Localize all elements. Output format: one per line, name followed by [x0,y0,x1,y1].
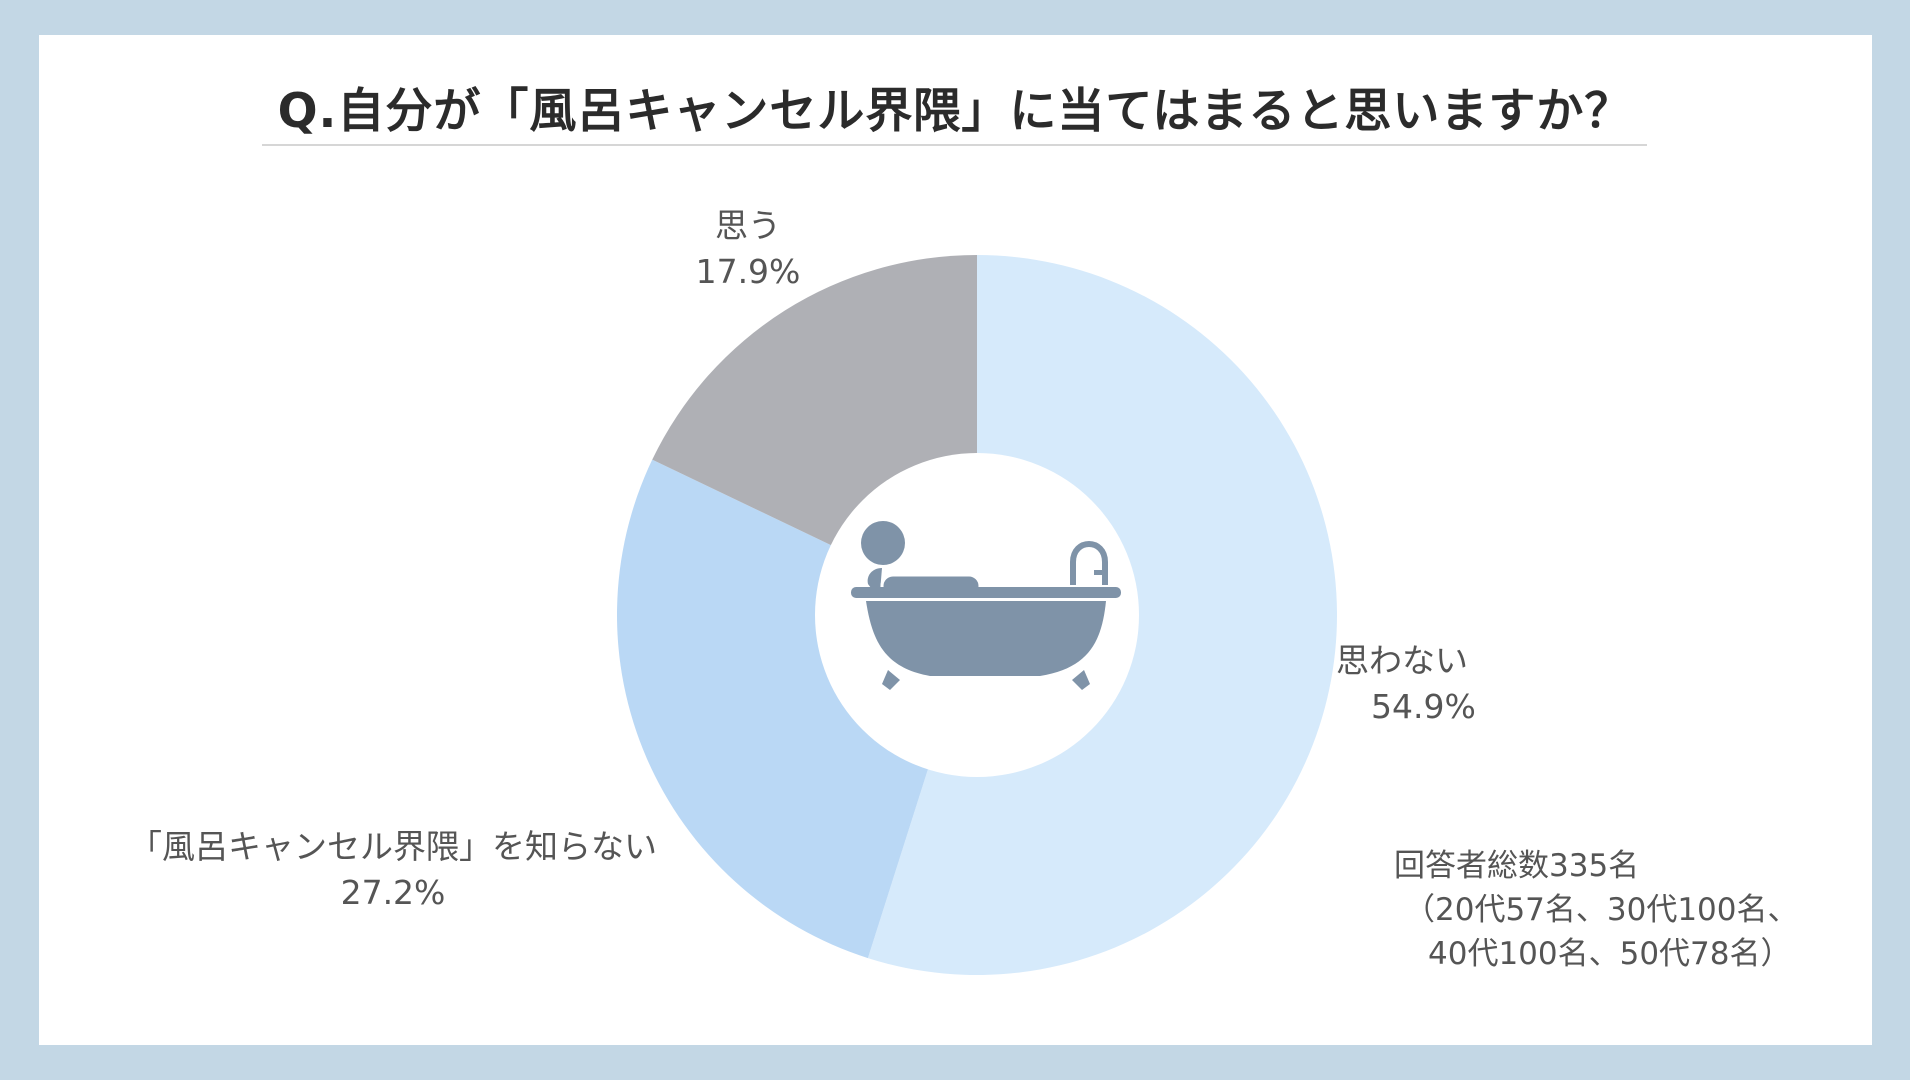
label-omou: 思う 17.9% [668,203,828,295]
title-divider [262,144,1647,146]
respondent-note: 回答者総数335名 （20代57名、30代100名、 40代100名、50代78… [1394,844,1799,976]
chart-title: Q.自分が「風呂キャンセル界隈」に当てはまると思いますか？ [277,84,1633,139]
respondent-breakdown-1: （20代57名、30代100名、 [1404,892,1799,928]
bathtub-icon [851,521,1121,690]
label-omowanai: 思わない 54.9% [1336,638,1506,730]
label-shiranai-value: 27.2% [340,873,446,912]
label-omou-category: 思う [715,206,781,245]
label-omowanai-category: 思わない [1336,641,1468,680]
respondent-total: 回答者総数335名 [1394,848,1640,884]
label-shiranai: 「風呂キャンセル界隈」を知らない 27.2% [100,824,686,916]
label-omou-value: 17.9% [695,252,801,291]
respondent-breakdown-2: 40代100名、50代78名） [1428,936,1792,972]
label-omowanai-value: 54.9% [1371,687,1476,726]
label-shiranai-category: 「風呂キャンセル界隈」を知らない [129,827,657,866]
